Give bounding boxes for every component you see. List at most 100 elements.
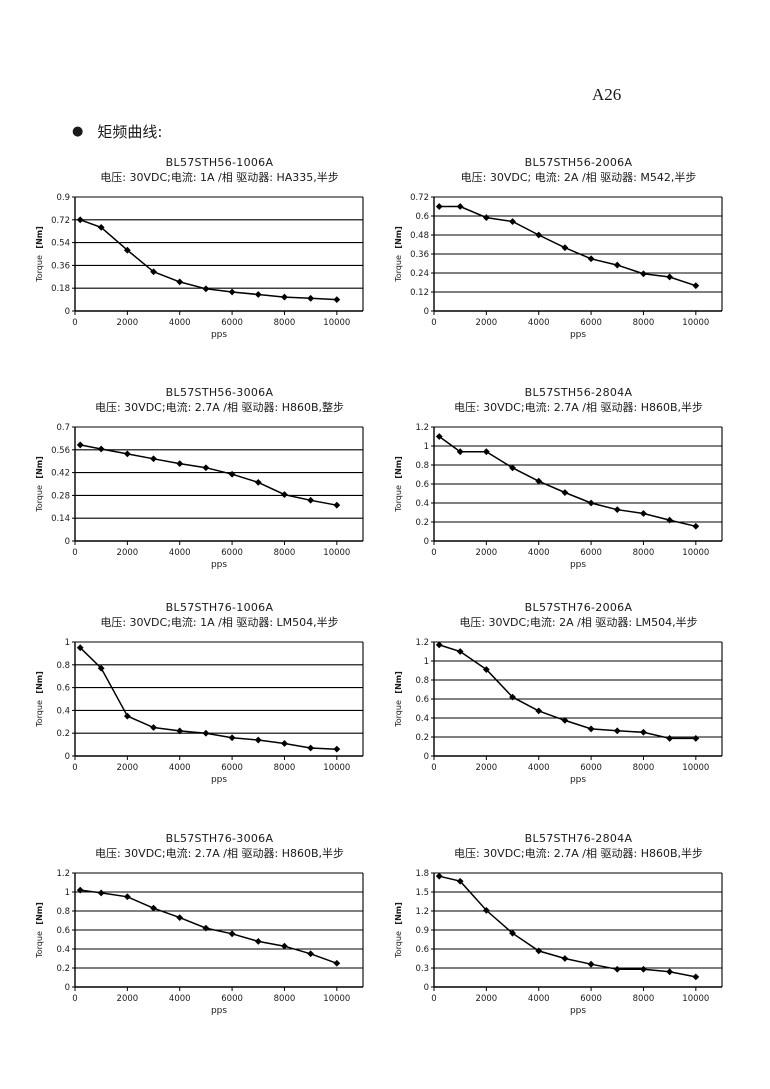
chart-cell: BL57STH76-3006A 电压: 30VDC;电流: 2.7A /相 驱动… (33, 831, 378, 1031)
svg-text:6000: 6000 (221, 994, 243, 1004)
svg-text:0.42: 0.42 (51, 469, 70, 479)
svg-text:8000: 8000 (633, 548, 655, 558)
svg-text:0.6: 0.6 (56, 684, 70, 694)
torque-frequency-chart: 0 0.2 0.4 0.6 0.8 1 0 2000 4000 6000 8000 10000 pps T… (35, 638, 364, 785)
svg-text:8000: 8000 (633, 763, 655, 773)
svg-text:Torque [Nm]: Torque [Nm] (35, 671, 44, 728)
torque-frequency-chart: 0 0.18 0.36 0.54 0.72 0.9 0 2000 4000 6000 8000 100… (35, 193, 364, 340)
section-heading: ● 矩频曲线: (72, 121, 162, 142)
svg-text:0.72: 0.72 (410, 193, 429, 203)
svg-text:pps: pps (570, 775, 586, 785)
torque-frequency-chart: 0 0.3 0.6 0.9 1.2 1.5 1.8 0 2000 4000 6000 8000 1000… (394, 869, 723, 1016)
svg-text:0.4: 0.4 (415, 714, 429, 724)
svg-text:2000: 2000 (117, 318, 139, 328)
svg-text:10000: 10000 (323, 994, 350, 1004)
svg-text:2000: 2000 (476, 994, 498, 1004)
svg-text:1.2: 1.2 (56, 869, 70, 879)
svg-text:Torque [Nm]: Torque [Nm] (35, 226, 44, 283)
svg-text:4000: 4000 (528, 548, 550, 558)
svg-text:0.18: 0.18 (51, 284, 70, 294)
svg-text:pps: pps (211, 1006, 227, 1016)
svg-text:pps: pps (570, 560, 586, 570)
svg-text:0.2: 0.2 (415, 733, 429, 743)
svg-text:6000: 6000 (580, 763, 602, 773)
svg-text:8000: 8000 (633, 994, 655, 1004)
svg-text:0.36: 0.36 (410, 250, 429, 260)
svg-text:1.5: 1.5 (415, 888, 429, 898)
chart-subtitle: 电压: 30VDC;电流: 2.7A /相 驱动器: H860B,半步 (453, 847, 703, 860)
chart-title: BL57STH56-2804A (524, 386, 633, 399)
svg-text:pps: pps (211, 775, 227, 785)
svg-text:0.4: 0.4 (56, 945, 70, 955)
svg-text:0: 0 (65, 537, 70, 547)
chart-title: BL57STH76-2006A (524, 601, 633, 614)
svg-text:0: 0 (431, 318, 436, 328)
chart-title: BL57STH56-3006A (165, 386, 274, 399)
svg-text:4000: 4000 (169, 994, 191, 1004)
svg-text:4000: 4000 (528, 763, 550, 773)
chart-cell: BL57STH76-2006A 电压: 30VDC;电流: 2A /相 驱动器:… (392, 600, 737, 800)
svg-text:1.2: 1.2 (415, 638, 429, 648)
svg-text:0.2: 0.2 (415, 518, 429, 528)
svg-text:0.8: 0.8 (56, 661, 70, 671)
svg-text:1: 1 (424, 657, 429, 667)
svg-text:10000: 10000 (682, 763, 709, 773)
svg-text:Torque [Nm]: Torque [Nm] (394, 671, 403, 728)
svg-text:1.2: 1.2 (415, 907, 429, 917)
svg-text:0: 0 (424, 537, 429, 547)
chart-cell: BL57STH56-2006A 电压: 30VDC; 电流: 2A /相 驱动器… (392, 155, 737, 355)
svg-text:10000: 10000 (323, 548, 350, 558)
svg-text:8000: 8000 (274, 548, 296, 558)
svg-text:pps: pps (570, 1006, 586, 1016)
svg-text:2000: 2000 (476, 763, 498, 773)
svg-text:Torque [Nm]: Torque [Nm] (35, 456, 44, 513)
svg-text:0.48: 0.48 (410, 231, 429, 241)
svg-text:6000: 6000 (221, 763, 243, 773)
chart-title: BL57STH76-1006A (165, 601, 274, 614)
svg-text:2000: 2000 (117, 763, 139, 773)
chart-subtitle: 电压: 30VDC;电流: 2.7A /相 驱动器: H860B,半步 (453, 401, 703, 414)
chart-cell: BL57STH56-1006A 电压: 30VDC;电流: 1A /相 驱动器:… (33, 155, 378, 355)
svg-text:6000: 6000 (580, 318, 602, 328)
chart-subtitle: 电压: 30VDC;电流: 2A /相 驱动器: LM504,半步 (459, 616, 698, 629)
svg-text:pps: pps (211, 330, 227, 340)
svg-text:0.6: 0.6 (415, 695, 429, 705)
svg-text:0: 0 (65, 307, 70, 317)
svg-text:4000: 4000 (528, 994, 550, 1004)
svg-text:0.2: 0.2 (56, 729, 70, 739)
svg-text:0.6: 0.6 (415, 945, 429, 955)
svg-text:0.8: 0.8 (415, 676, 429, 686)
svg-text:pps: pps (570, 330, 586, 340)
chart-subtitle: 电压: 30VDC;电流: 1A /相 驱动器: LM504,半步 (100, 616, 339, 629)
chart-subtitle: 电压: 30VDC;电流: 2.7A /相 驱动器: H860B,整步 (94, 401, 344, 414)
svg-text:6000: 6000 (221, 548, 243, 558)
torque-frequency-chart: 0 0.12 0.24 0.36 0.48 0.6 0.72 0 2000 4000 6000 800… (394, 193, 723, 340)
svg-text:0.12: 0.12 (410, 288, 429, 298)
svg-text:0.7: 0.7 (56, 423, 70, 433)
svg-text:0.6: 0.6 (415, 212, 429, 222)
svg-text:10000: 10000 (323, 763, 350, 773)
svg-text:1.8: 1.8 (415, 869, 429, 879)
chart-title: BL57STH76-2804A (524, 832, 633, 845)
svg-text:2000: 2000 (476, 548, 498, 558)
svg-text:Torque [Nm]: Torque [Nm] (394, 226, 403, 283)
bullet-icon: ● (72, 124, 84, 139)
svg-text:0: 0 (72, 994, 77, 1004)
chart-subtitle: 电压: 30VDC; 电流: 2A /相 驱动器: M542,半步 (460, 171, 697, 184)
svg-text:0.8: 0.8 (415, 461, 429, 471)
svg-text:1: 1 (424, 442, 429, 452)
chart-title: BL57STH76-3006A (165, 832, 274, 845)
svg-text:4000: 4000 (169, 763, 191, 773)
chart-cell: BL57STH56-2804A 电压: 30VDC;电流: 2.7A /相 驱动… (392, 385, 737, 585)
svg-text:0.6: 0.6 (415, 480, 429, 490)
svg-text:10000: 10000 (682, 318, 709, 328)
svg-text:0: 0 (72, 763, 77, 773)
svg-text:0: 0 (72, 548, 77, 558)
svg-text:0.9: 0.9 (56, 193, 70, 203)
svg-text:Torque [Nm]: Torque [Nm] (394, 456, 403, 513)
svg-text:10000: 10000 (323, 318, 350, 328)
svg-text:8000: 8000 (274, 994, 296, 1004)
svg-text:0.14: 0.14 (51, 514, 70, 524)
svg-text:0.9: 0.9 (415, 926, 429, 936)
svg-text:0: 0 (424, 752, 429, 762)
